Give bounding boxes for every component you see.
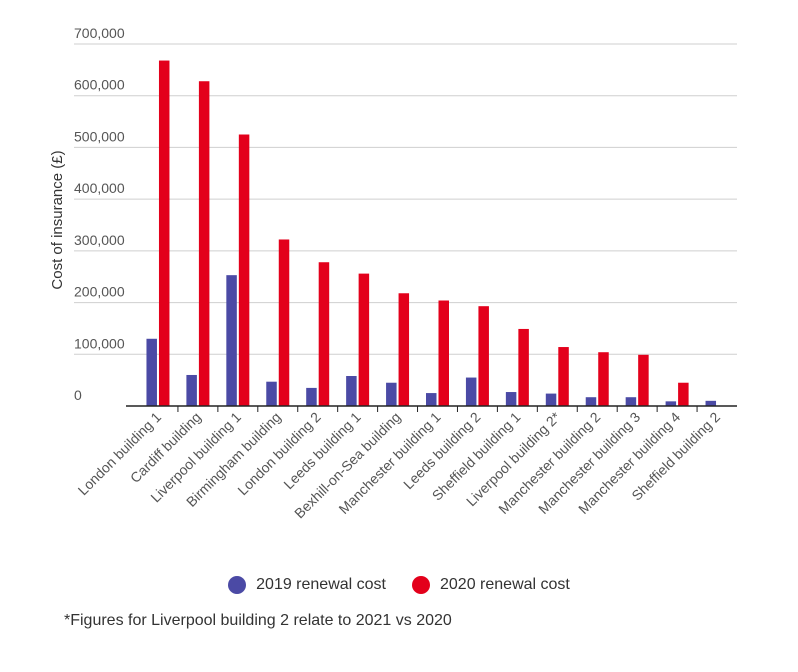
bar-2020	[518, 328, 529, 406]
legend-label-2019: 2019 renewal cost	[256, 576, 386, 593]
y-axis-ticks: 0 100,000 200,000 300,000 400,000 500,000 600,…	[74, 25, 125, 403]
y-tick-label: 300,000	[74, 232, 125, 248]
gridlines	[74, 43, 737, 355]
footnote: *Figures for Liverpool building 2 relate…	[64, 612, 452, 629]
y-tick-label: 200,000	[74, 284, 125, 300]
bar-2020	[238, 134, 250, 406]
bar-2019	[306, 387, 317, 406]
bar-2020	[558, 347, 569, 406]
bar-2020	[478, 306, 489, 406]
bars	[146, 60, 717, 406]
legend-item-2019: 2019 renewal cost	[228, 576, 386, 594]
bar-2019	[705, 400, 717, 406]
bar-2019	[545, 393, 557, 406]
bar-2019	[386, 382, 397, 406]
x-tick-label: Cardiff building	[127, 409, 204, 486]
bar-2020	[278, 239, 290, 406]
y-axis-label: Cost of insurance (£)	[49, 150, 66, 289]
bar-2020	[438, 300, 449, 406]
y-tick-label: 0	[74, 387, 82, 403]
bar-2020	[638, 354, 649, 406]
bar-2020	[198, 81, 210, 406]
legend: 2019 renewal cost 2020 renewal cost	[0, 576, 798, 594]
y-tick-label: 400,000	[74, 180, 125, 196]
bar-2019	[426, 393, 437, 406]
bar-2019	[226, 275, 237, 406]
bar-2019	[186, 374, 197, 406]
bar-2019	[146, 338, 157, 406]
bar-2019	[505, 392, 517, 406]
bar-2020	[358, 273, 370, 406]
legend-swatch-2020	[412, 576, 430, 594]
y-tick-label: 500,000	[74, 128, 125, 144]
bar-2020	[318, 262, 330, 406]
y-tick-label: 600,000	[74, 77, 125, 93]
bar-2019	[625, 397, 637, 406]
legend-label-2020: 2020 renewal cost	[440, 576, 570, 593]
bar-2019	[346, 376, 357, 406]
bar-2019	[585, 397, 597, 406]
bar-2020	[158, 60, 170, 406]
bar-2020	[398, 293, 410, 406]
bar-2020	[678, 382, 689, 406]
bar-chart: 0 100,000 200,000 300,000 400,000 500,000 600,…	[49, 25, 737, 521]
bar-2020	[598, 352, 609, 406]
legend-item-2020: 2020 renewal cost	[412, 576, 570, 594]
legend-swatch-2019	[228, 576, 247, 594]
bar-2019	[665, 401, 677, 406]
bar-2019	[266, 381, 277, 406]
bar-2019	[465, 377, 477, 406]
y-tick-label: 700,000	[74, 25, 125, 41]
y-tick-label: 100,000	[74, 335, 125, 351]
